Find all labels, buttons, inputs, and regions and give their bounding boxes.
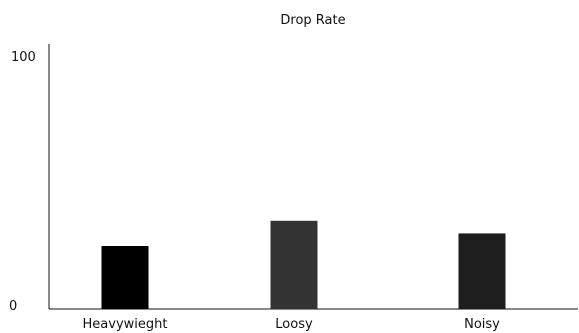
category-label-loosy: Loosy	[275, 317, 313, 332]
y-tick-label-max: 100	[11, 50, 36, 65]
bar-group	[101, 220, 506, 309]
bar-noisy	[458, 233, 506, 309]
bar-heavywieght	[101, 246, 149, 309]
bar-loosy	[270, 220, 318, 309]
category-labels: Heavywieght Loosy Noisy	[83, 317, 501, 332]
chart-title: Drop Rate	[280, 13, 345, 28]
category-label-heavywieght: Heavywieght	[83, 317, 168, 332]
category-label-noisy: Noisy	[464, 317, 500, 332]
y-tick-label-min: 0	[9, 299, 17, 314]
